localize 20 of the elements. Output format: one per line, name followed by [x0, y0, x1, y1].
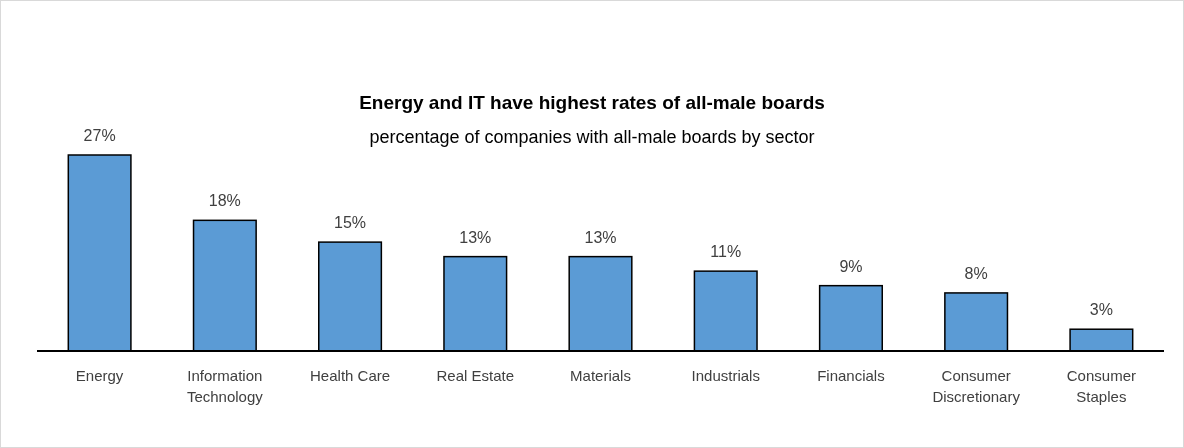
- x-tick-label: Energy: [75, 367, 124, 384]
- data-label: 11%: [710, 243, 742, 261]
- x-tick-label: Financials: [817, 367, 885, 384]
- x-tick-label: Information Technology: [186, 367, 264, 405]
- x-tick-label: Health Care: [310, 367, 391, 384]
- chart-title: Energy and IT have highest rates of all-male boards: [359, 92, 825, 113]
- data-label: 8%: [964, 264, 988, 282]
- data-label: 9%: [839, 257, 863, 275]
- data-label: 3%: [1089, 301, 1113, 319]
- chart-subtitle: percentage of companies with all-male boards by sector: [369, 127, 815, 147]
- x-tick-label: Consumer Discretionary: [932, 367, 1021, 405]
- data-label: 15%: [334, 214, 367, 232]
- data-label: 27%: [83, 127, 116, 144]
- x-tick-label: Materials: [570, 367, 631, 384]
- data-label: 13%: [459, 228, 492, 246]
- data-label: 13%: [584, 228, 617, 246]
- x-tick-label: Consumer Staples: [1066, 367, 1136, 405]
- x-tick-label: Industrials: [691, 367, 760, 384]
- data-label: 18%: [208, 192, 241, 210]
- x-tick-label: Real Estate: [436, 367, 515, 384]
